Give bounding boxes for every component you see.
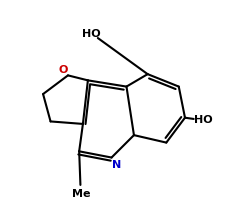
Text: HO: HO bbox=[82, 29, 101, 39]
Text: HO: HO bbox=[194, 115, 213, 125]
Text: N: N bbox=[112, 160, 121, 170]
Text: Me: Me bbox=[72, 189, 90, 199]
Text: O: O bbox=[58, 65, 68, 75]
